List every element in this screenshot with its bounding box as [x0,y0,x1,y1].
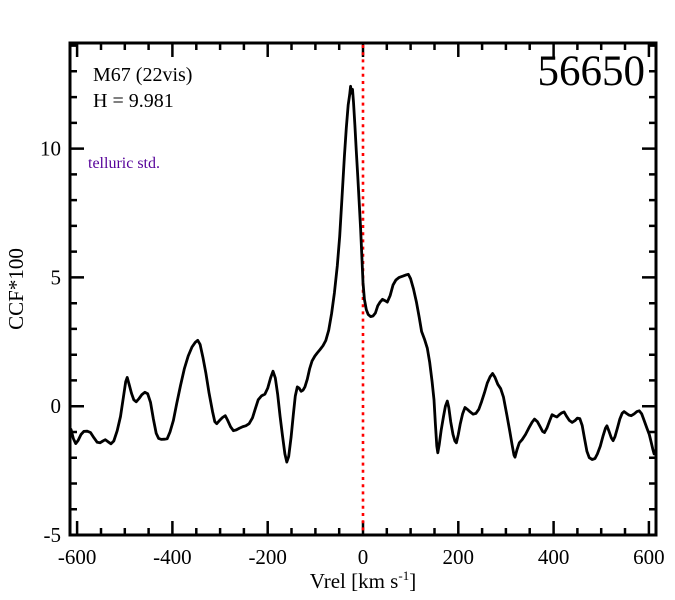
y-tick-label: 10 [40,137,61,161]
x-axis-title-suffix: ] [409,569,417,593]
x-tick-label: 600 [633,545,665,569]
target-label: M67 (22vis) [93,64,193,86]
y-axis-title: CCF*100 [4,248,28,330]
x-axis-title-text: Vrel [km s [309,569,399,593]
ccf-curve [69,84,656,464]
tick-labels: -600 -400 -200 0 200 400 600 -5 0 5 10 [40,137,665,569]
x-tick-label: -600 [58,545,97,569]
x-tick-label: -400 [153,545,192,569]
mjd-epoch-label: 56650 [537,48,646,95]
x-tick-label: -200 [248,545,287,569]
x-axis-title: Vrel [km s-1] [213,568,513,594]
axes-frame [68,41,658,537]
y-tick-label: -5 [44,523,62,547]
x-axis-title-sup: -1 [398,568,410,583]
telluric-note: telluric std. [88,155,160,172]
hmag-label: H = 9.981 [93,90,174,112]
x-tick-label: 200 [443,545,475,569]
x-tick-label: 400 [538,545,570,569]
x-tick-label: 0 [358,545,369,569]
y-tick-label: 5 [51,265,62,289]
y-tick-label: 0 [51,394,62,418]
